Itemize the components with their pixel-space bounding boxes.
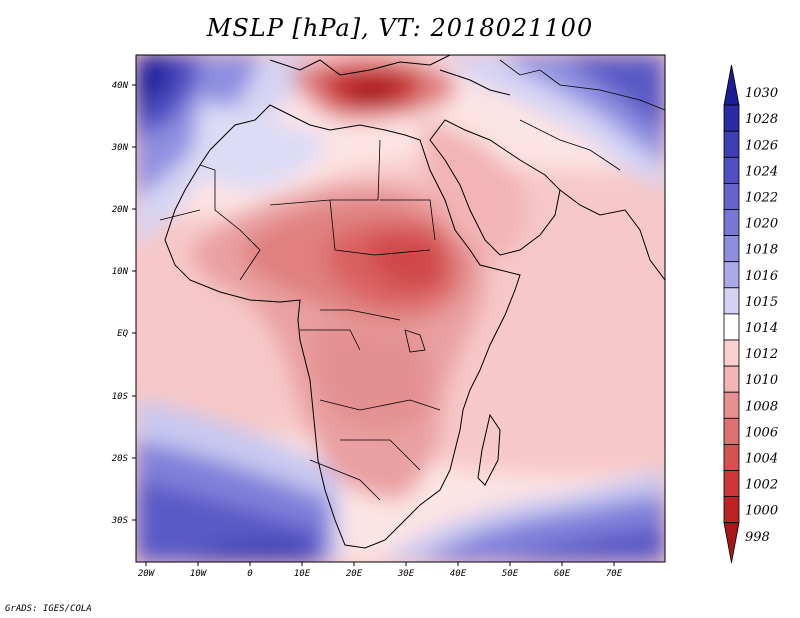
lat-label: 30S	[111, 516, 129, 526]
lat-tick-30n: 30N	[111, 143, 136, 153]
colorbar-segment	[723, 287, 740, 315]
lon-tick-0: 0	[247, 562, 253, 579]
colorbar-segment	[723, 417, 740, 445]
colorbar-label: 1014	[745, 321, 778, 336]
lon-label: 40E	[450, 569, 467, 579]
lon-tick-20e: 20E	[346, 562, 363, 579]
map-title: MSLP [hPa], VT: 2018021100	[206, 14, 594, 42]
latitude-axis: 40N 30N 20N 10N EQ 10S 20S 30S	[111, 81, 136, 526]
colorbar-label: 1010	[745, 373, 778, 388]
colorbar-segment	[723, 339, 740, 367]
colorbar-segment	[723, 64, 740, 106]
colorbar-segment	[723, 209, 740, 237]
lat-label: 20S	[112, 454, 129, 464]
lat-tick-40n: 40N	[112, 81, 136, 91]
colorbar-segment	[723, 391, 740, 419]
colorbar-segment	[723, 522, 740, 563]
colorbar-segment	[723, 365, 740, 393]
lon-label: 60E	[554, 569, 571, 579]
longitude-axis: 20W 10W 0 10E 20E 30E 40E 50E 60E 70E	[138, 562, 623, 579]
lat-label: EQ	[117, 329, 128, 339]
colorbar-label: 1020	[745, 217, 778, 232]
pressure-field	[136, 55, 665, 562]
lat-label: 10N	[112, 267, 129, 277]
colorbar-label: 1008	[745, 399, 778, 414]
lat-tick-10s: 10S	[112, 392, 136, 402]
colorbar-segment	[723, 156, 740, 184]
lon-label: 0	[247, 569, 252, 579]
lon-label: 10W	[190, 569, 208, 579]
colorbar-segment	[723, 470, 740, 498]
lat-label: 20N	[112, 205, 129, 215]
colorbar-segment	[723, 443, 740, 471]
colorbar-label: 998	[745, 530, 770, 545]
colorbar-label: 1004	[745, 451, 778, 466]
colorbar-label: 1006	[745, 425, 778, 440]
lon-label: 70E	[606, 569, 623, 579]
lon-tick-20w: 20W	[138, 562, 156, 579]
coastlines	[159, 55, 665, 549]
colorbar-segment	[723, 496, 740, 524]
colorbar-label: 1012	[745, 347, 778, 362]
colorbar-label: 1026	[745, 138, 778, 153]
lon-tick-60e: 60E	[554, 562, 571, 579]
lon-tick-70e: 70E	[606, 562, 623, 579]
lat-tick-20s: 20S	[112, 454, 136, 464]
colorbar-segment	[723, 313, 740, 341]
colorbar-segment	[723, 235, 740, 263]
colorbar-segment	[723, 182, 740, 210]
lat-tick-10n: 10N	[112, 267, 136, 277]
colorbar-label: 1022	[745, 190, 778, 205]
lon-label: 10E	[294, 569, 311, 579]
lon-tick-40e: 40E	[450, 562, 467, 579]
lon-tick-50e: 50E	[502, 562, 519, 579]
colorbar-label: 1002	[745, 478, 778, 493]
colorbar-label: 1018	[745, 243, 778, 258]
lon-tick-30e: 30E	[397, 562, 415, 579]
colorbar-label: 1000	[745, 504, 778, 519]
lon-tick-10e: 10E	[294, 562, 311, 579]
colorbar: 1030 1028 1026 1024 1022 1020 1018 1016 1015 1014…	[723, 64, 778, 563]
colorbar-label: 1028	[745, 112, 778, 127]
lat-label: 10S	[112, 392, 129, 402]
lat-label: 40N	[112, 81, 129, 91]
lat-tick-eq: EQ	[117, 329, 136, 339]
colorbar-label: 1030	[745, 86, 778, 101]
colorbar-segment	[723, 130, 740, 158]
lon-tick-10w: 10W	[190, 562, 208, 579]
colorbar-label: 1016	[745, 269, 778, 284]
credit-text: GrADS: IGES/COLA	[5, 604, 92, 614]
lon-label: 30E	[397, 569, 415, 579]
colorbar-label: 1015	[745, 295, 778, 310]
lat-tick-30s: 30S	[111, 516, 136, 526]
plot-frame	[135, 54, 666, 563]
colorbar-segment	[723, 104, 740, 132]
lat-tick-20n: 20N	[112, 205, 136, 215]
colorbar-label: 1024	[745, 164, 778, 179]
lon-label: 20E	[346, 569, 363, 579]
lat-label: 30N	[111, 143, 129, 153]
lon-label: 20W	[138, 569, 156, 579]
colorbar-segment	[723, 261, 740, 289]
lon-label: 50E	[502, 569, 519, 579]
